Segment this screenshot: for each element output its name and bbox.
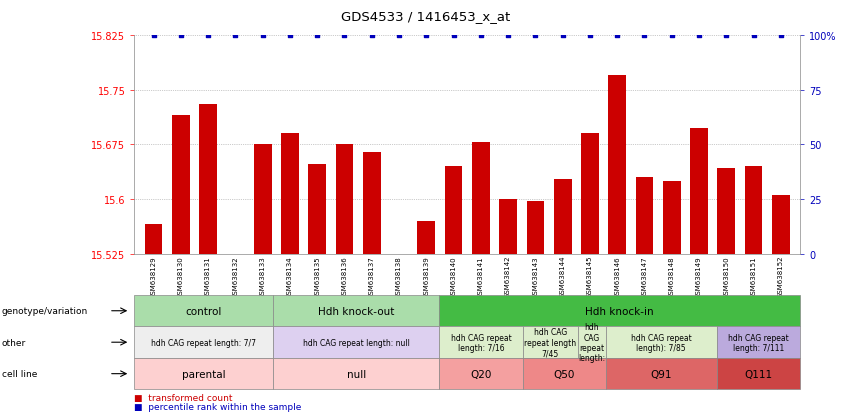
- Text: hdh CAG repeat length: null: hdh CAG repeat length: null: [303, 338, 409, 347]
- Point: [447, 33, 460, 39]
- Point: [719, 33, 733, 39]
- Point: [474, 33, 488, 39]
- Point: [692, 33, 705, 39]
- Point: [256, 33, 270, 39]
- Point: [365, 33, 379, 39]
- Point: [747, 33, 761, 39]
- Text: hdh CAG
repeat length
7/45: hdh CAG repeat length 7/45: [524, 328, 576, 357]
- Bar: [281, 134, 299, 254]
- Point: [420, 33, 433, 39]
- Bar: [472, 143, 489, 254]
- Point: [501, 33, 515, 39]
- Text: hdh CAG repeat
length): 7/85: hdh CAG repeat length): 7/85: [631, 333, 692, 352]
- Bar: [199, 105, 217, 254]
- Bar: [554, 179, 572, 254]
- Text: ■  transformed count: ■ transformed count: [134, 393, 233, 402]
- Bar: [608, 76, 626, 254]
- Point: [202, 33, 215, 39]
- Text: Hdh knock-out: Hdh knock-out: [318, 306, 395, 316]
- Text: hdh
CAG
repeat
length:: hdh CAG repeat length:: [579, 322, 606, 363]
- Bar: [308, 165, 326, 254]
- Point: [283, 33, 297, 39]
- Bar: [636, 178, 654, 254]
- Point: [311, 33, 324, 39]
- Text: hdh CAG repeat length: 7/7: hdh CAG repeat length: 7/7: [151, 338, 256, 347]
- Text: GDS4533 / 1416453_x_at: GDS4533 / 1416453_x_at: [341, 10, 510, 23]
- Point: [146, 33, 160, 39]
- Text: hdh CAG repeat
length: 7/111: hdh CAG repeat length: 7/111: [728, 333, 789, 352]
- Bar: [172, 116, 190, 254]
- Bar: [445, 167, 462, 254]
- Bar: [717, 168, 735, 254]
- Text: Q50: Q50: [553, 369, 575, 379]
- Text: Q20: Q20: [471, 369, 492, 379]
- Text: control: control: [186, 306, 222, 316]
- Bar: [335, 145, 353, 254]
- Text: parental: parental: [182, 369, 226, 379]
- Point: [556, 33, 569, 39]
- Text: genotype/variation: genotype/variation: [2, 306, 88, 316]
- Bar: [254, 145, 271, 254]
- Point: [229, 33, 243, 39]
- Text: Q91: Q91: [650, 369, 672, 379]
- Point: [392, 33, 406, 39]
- Text: hdh CAG repeat
length: 7/16: hdh CAG repeat length: 7/16: [451, 333, 511, 352]
- Bar: [500, 199, 517, 254]
- Point: [338, 33, 351, 39]
- Bar: [690, 128, 708, 254]
- Bar: [418, 221, 435, 254]
- Text: cell line: cell line: [2, 369, 37, 378]
- Point: [174, 33, 187, 39]
- Text: null: null: [346, 369, 366, 379]
- Text: ■  percentile rank within the sample: ■ percentile rank within the sample: [134, 402, 302, 411]
- Point: [610, 33, 624, 39]
- Point: [637, 33, 651, 39]
- Bar: [145, 225, 163, 254]
- Point: [528, 33, 542, 39]
- Text: other: other: [2, 338, 26, 347]
- Bar: [581, 134, 599, 254]
- Bar: [363, 152, 380, 254]
- Point: [774, 33, 788, 39]
- Bar: [745, 167, 762, 254]
- Bar: [663, 181, 681, 254]
- Bar: [772, 196, 790, 254]
- Point: [583, 33, 597, 39]
- Text: Hdh knock-in: Hdh knock-in: [585, 306, 654, 316]
- Point: [665, 33, 678, 39]
- Bar: [527, 202, 545, 254]
- Text: Q111: Q111: [745, 369, 773, 379]
